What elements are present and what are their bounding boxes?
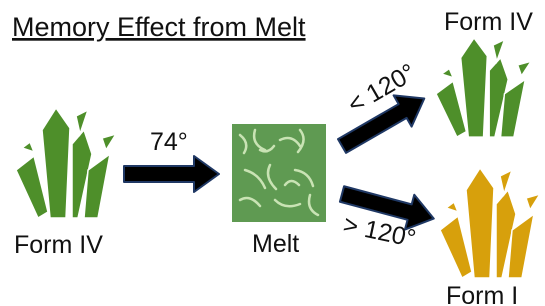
melt-image	[232, 124, 326, 222]
page: {"title": "Memory Effect from Melt", "no…	[0, 0, 545, 306]
crystal-form-iv	[16, 108, 116, 218]
arrow	[124, 156, 219, 192]
crystal-form-iv	[436, 38, 531, 137]
title: Memory Effect from Melt	[12, 12, 306, 42]
edge-label: 74°	[150, 128, 188, 156]
diagram: Memory Effect from Melt Form IV 74° Melt…	[0, 0, 545, 306]
node-label: Form I	[446, 282, 518, 306]
node-label: Form IV	[444, 8, 533, 36]
node-label: Melt	[252, 230, 299, 258]
crystal-form-i	[440, 168, 540, 278]
node-label: Form IV	[14, 231, 103, 259]
melt-background	[232, 124, 326, 222]
